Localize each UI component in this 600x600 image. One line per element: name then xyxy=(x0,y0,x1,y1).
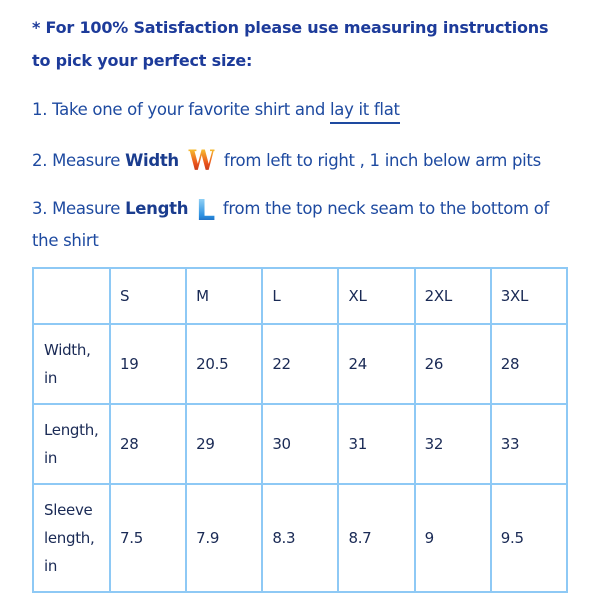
row-label-line: length, xyxy=(44,529,95,547)
row-label-line: in xyxy=(44,369,58,387)
length-l-icon: L xyxy=(196,193,215,228)
table-row: Length, in 28 29 30 31 32 33 xyxy=(32,403,569,485)
header-cell: 2XL xyxy=(413,267,492,325)
row-label: Length, in xyxy=(32,403,111,485)
value-cell: 20.5 xyxy=(185,323,264,405)
header-cell: M xyxy=(185,267,264,325)
row-label-line: in xyxy=(44,449,58,467)
value-cell: 22 xyxy=(261,323,340,405)
value-cell: 32 xyxy=(413,403,492,485)
value-cell: 30 xyxy=(261,403,340,485)
row-label-line: Width, xyxy=(44,341,91,359)
value-cell: 28 xyxy=(108,403,188,485)
step-3-line-2: the shirt xyxy=(32,231,99,250)
step-3: 3. Measure Length L from the top neck se… xyxy=(32,193,550,228)
header-cell: 3XL xyxy=(489,267,569,325)
value-cell: 29 xyxy=(185,403,264,485)
step-1: 1. Take one of your favorite shirt and l… xyxy=(32,100,400,124)
header-cell: L xyxy=(261,267,340,325)
size-chart-table: S M L XL 2XL 3XL Width, in 19 20.5 22 24 26 28 Length,… xyxy=(32,267,569,593)
value-cell: 19 xyxy=(108,323,188,405)
row-label: Width, in xyxy=(32,323,111,405)
value-cell: 7.9 xyxy=(185,483,264,593)
value-cell: 26 xyxy=(413,323,492,405)
table-row: Width, in 19 20.5 22 24 26 28 xyxy=(32,323,569,405)
heading-line-1: * For 100% Satisfaction please use measu… xyxy=(32,18,549,37)
value-cell: 33 xyxy=(489,403,569,485)
header-cell: S xyxy=(108,267,188,325)
length-label: Length xyxy=(125,199,189,218)
step-1-text: 1. Take one of your favorite shirt and xyxy=(32,100,330,119)
value-cell: 24 xyxy=(337,323,416,405)
heading-line-2: to pick your perfect size: xyxy=(32,51,253,70)
step-2-suffix: from left to right , 1 inch below arm pi… xyxy=(218,151,541,170)
row-label-line: Sleeve xyxy=(44,501,93,519)
row-label-line: Length, xyxy=(44,421,99,439)
step-2: 2. Measure Width W from left to right , … xyxy=(32,144,541,177)
value-cell: 8.7 xyxy=(337,483,416,593)
step-2-text: 2. Measure xyxy=(32,151,126,170)
value-cell: 8.3 xyxy=(261,483,340,593)
value-cell: 28 xyxy=(489,323,569,405)
row-label-line: in xyxy=(44,557,58,575)
row-label: Sleeve length, in xyxy=(32,483,111,593)
value-cell: 9.5 xyxy=(489,483,569,593)
value-cell: 7.5 xyxy=(108,483,188,593)
table-row: Sleeve length, in 7.5 7.9 8.3 8.7 9 9.5 xyxy=(32,483,569,593)
lay-it-flat-link[interactable]: lay it flat xyxy=(330,100,400,124)
value-cell: 31 xyxy=(337,403,416,485)
header-cell xyxy=(32,267,111,325)
step-3-text: 3. Measure xyxy=(32,199,126,218)
width-w-icon: W xyxy=(188,144,215,177)
step-3-suffix: from the top neck seam to the bottom of xyxy=(217,199,550,218)
header-row: S M L XL 2XL 3XL xyxy=(32,267,569,325)
header-cell: XL xyxy=(337,267,416,325)
width-label: Width xyxy=(125,151,179,170)
value-cell: 9 xyxy=(413,483,492,593)
